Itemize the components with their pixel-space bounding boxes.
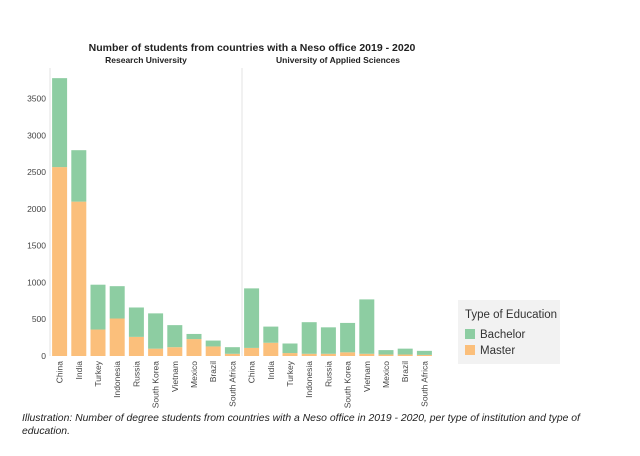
x-tick-label: China (55, 361, 65, 383)
legend-swatch (465, 345, 475, 355)
bar-segment-master (71, 201, 87, 356)
bar-segment-bachelor (397, 348, 413, 355)
y-tick-label: 2500 (27, 167, 46, 177)
x-tick-label: Indonesia (112, 361, 122, 398)
bar-segment-master (263, 342, 279, 356)
bar-segment-master (167, 347, 183, 356)
figure-caption: Illustration: Number of degree students … (22, 413, 580, 437)
bar-segment-bachelor (167, 325, 183, 348)
bar-segment-bachelor (263, 326, 279, 343)
bar-segment-bachelor (224, 347, 240, 354)
bar-segment-master (52, 167, 68, 356)
y-tick-label: 2000 (27, 204, 46, 214)
bar-segment-bachelor (320, 327, 336, 354)
x-tick-label: Turkey (93, 360, 103, 386)
panel-title: Research University (105, 55, 187, 65)
x-tick-label: Mexico (189, 361, 199, 388)
y-tick-label: 500 (32, 314, 46, 324)
x-tick-label: South Korea (151, 361, 161, 409)
x-tick-label: Vietnam (170, 361, 180, 392)
bar-segment-master (416, 354, 432, 356)
bar-segment-bachelor (71, 150, 87, 202)
legend: Type of Education Bachelor Master (458, 300, 560, 364)
x-tick-label: Brazil (208, 361, 218, 382)
bar-segment-master (359, 353, 375, 356)
bar-segment-bachelor (416, 350, 432, 355)
bar-segment-master (244, 347, 260, 356)
bar-segment-master (128, 336, 144, 356)
bar-segment-master (340, 352, 356, 356)
bar-segment-bachelor (340, 322, 356, 353)
panel-title: University of Applied Sciences (276, 55, 400, 65)
bar-segment-master (148, 348, 164, 356)
y-tick-label: 3500 (27, 94, 46, 104)
y-tick-label: 3000 (27, 130, 46, 140)
bar-segment-bachelor (186, 333, 202, 340)
bar-segment-bachelor (109, 286, 125, 319)
y-tick-label: 1000 (27, 277, 46, 287)
x-tick-label: India (74, 361, 84, 380)
x-tick-label: Vietnam (362, 361, 372, 392)
bar-segment-master (320, 353, 336, 356)
bar-segment-bachelor (244, 288, 260, 348)
bar-segment-master (186, 339, 202, 356)
legend-label: Master (480, 345, 515, 357)
bar-segment-bachelor (359, 299, 375, 354)
bar-segment-master (90, 329, 106, 356)
bar-segment-master (282, 353, 298, 356)
x-tick-label: South Korea (343, 361, 353, 409)
bar-segment-master (109, 318, 125, 356)
x-tick-label: Brazil (400, 361, 410, 382)
bar-segment-master (301, 353, 317, 356)
bar-segment-master (378, 354, 394, 356)
plot-area: 0 500 1000 1500 2000 2500 3000 3500 Research Uni… (27, 55, 432, 408)
legend-swatch (465, 329, 475, 339)
bar-segment-bachelor (52, 78, 68, 168)
bar-segment-bachelor (148, 313, 164, 349)
bar-segment-master (205, 346, 221, 356)
legend-label: Bachelor (480, 329, 526, 341)
bar-segment-bachelor (90, 284, 106, 330)
bar-segment-bachelor (282, 343, 298, 354)
bar-segment-master (397, 354, 413, 356)
x-tick-label: Russia (323, 361, 333, 387)
bar-segment-bachelor (301, 322, 317, 354)
x-tick-label: China (247, 361, 257, 383)
x-tick-label: Russia (131, 361, 141, 387)
x-tick-label: Mexico (381, 361, 391, 388)
y-tick-label: 1500 (27, 241, 46, 251)
x-tick-label: India (266, 361, 276, 380)
chart-title: Number of students from countries with a… (89, 42, 416, 54)
bar-segment-bachelor (128, 307, 144, 337)
bar-segment-master (224, 353, 240, 356)
legend-title: Type of Education (465, 309, 557, 321)
x-tick-label: South Africa (419, 361, 429, 407)
bar-segment-bachelor (378, 350, 394, 355)
x-tick-label: South Africa (227, 361, 237, 407)
y-tick-label: 0 (41, 351, 46, 361)
x-tick-label: Indonesia (304, 361, 314, 398)
bar-segment-bachelor (205, 340, 221, 347)
x-tick-label: Turkey (285, 360, 295, 386)
